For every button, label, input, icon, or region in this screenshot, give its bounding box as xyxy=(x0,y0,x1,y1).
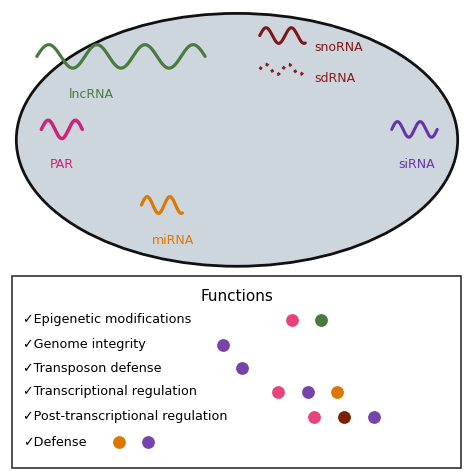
Point xyxy=(333,388,341,395)
Text: PAR: PAR xyxy=(50,158,74,171)
Point xyxy=(304,388,311,395)
Point xyxy=(288,316,295,323)
Text: sdRNA: sdRNA xyxy=(314,72,356,85)
Point xyxy=(145,438,152,446)
Point xyxy=(318,316,325,323)
Point xyxy=(274,388,282,395)
Point xyxy=(115,438,122,446)
Text: Functions: Functions xyxy=(201,289,273,303)
Text: miRNA: miRNA xyxy=(152,234,194,246)
Text: lncRNA: lncRNA xyxy=(69,88,114,100)
Text: snoRNA: snoRNA xyxy=(314,41,363,54)
Text: ✓Defense: ✓Defense xyxy=(23,436,87,448)
Text: ✓Post-transcriptional regulation: ✓Post-transcriptional regulation xyxy=(23,410,228,423)
Text: ✓Transposon defense: ✓Transposon defense xyxy=(23,362,162,375)
Text: siRNA: siRNA xyxy=(399,158,435,171)
Point xyxy=(219,341,227,349)
Point xyxy=(310,413,318,420)
Ellipse shape xyxy=(16,13,458,266)
Text: ✓Genome integrity: ✓Genome integrity xyxy=(23,338,146,351)
Text: ✓Transcriptional regulation: ✓Transcriptional regulation xyxy=(23,385,197,398)
FancyBboxPatch shape xyxy=(12,276,461,468)
Text: ✓Epigenetic modifications: ✓Epigenetic modifications xyxy=(23,313,191,326)
Point xyxy=(340,413,348,420)
Point xyxy=(370,413,377,420)
Point xyxy=(238,365,246,372)
